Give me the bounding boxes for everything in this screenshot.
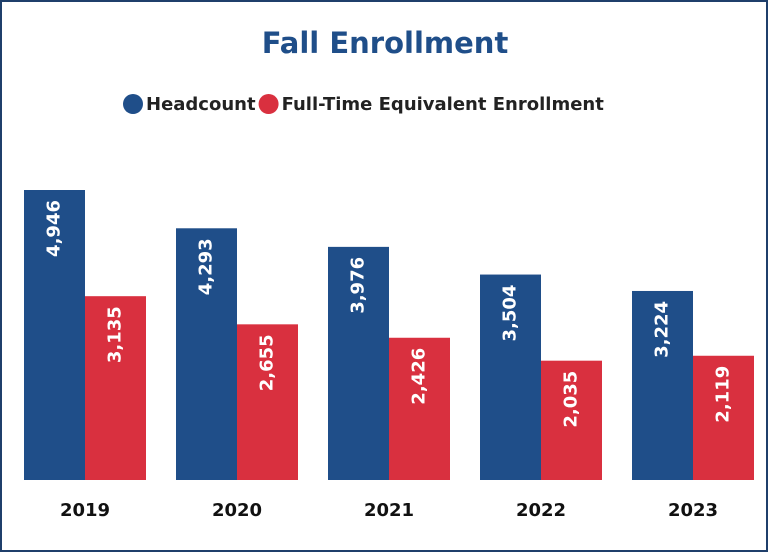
legend-label: Full-Time Equivalent Enrollment: [282, 94, 605, 115]
legend-marker: [123, 94, 143, 114]
bar: [693, 355, 754, 480]
x-tick-label: 2023: [668, 500, 718, 521]
value-label: 2,035: [561, 371, 582, 428]
chart-title: Fall Enrollment: [262, 26, 509, 60]
value-label: 2,119: [713, 366, 734, 423]
value-label: 4,293: [196, 238, 217, 295]
bar: [328, 246, 389, 480]
value-label: 4,946: [44, 200, 65, 257]
x-tick-label: 2019: [60, 500, 110, 521]
bar: [176, 228, 237, 480]
legend-label: Headcount: [146, 94, 256, 115]
bar: [237, 324, 298, 480]
value-label: 2,655: [257, 334, 278, 391]
x-tick-label: 2022: [516, 500, 566, 521]
value-label: 2,426: [409, 348, 430, 405]
value-label: 3,135: [105, 306, 126, 363]
value-label: 3,224: [652, 301, 673, 358]
bar: [24, 190, 85, 480]
bar: [480, 274, 541, 480]
bar: [85, 296, 146, 480]
x-tick-label: 2021: [364, 500, 414, 521]
bar: [389, 337, 450, 480]
bar: [632, 290, 693, 480]
bar: [541, 360, 602, 480]
value-label: 3,976: [348, 257, 369, 314]
legend-marker: [258, 94, 279, 114]
value-label: 3,504: [500, 285, 521, 342]
x-tick-label: 2020: [212, 500, 262, 521]
